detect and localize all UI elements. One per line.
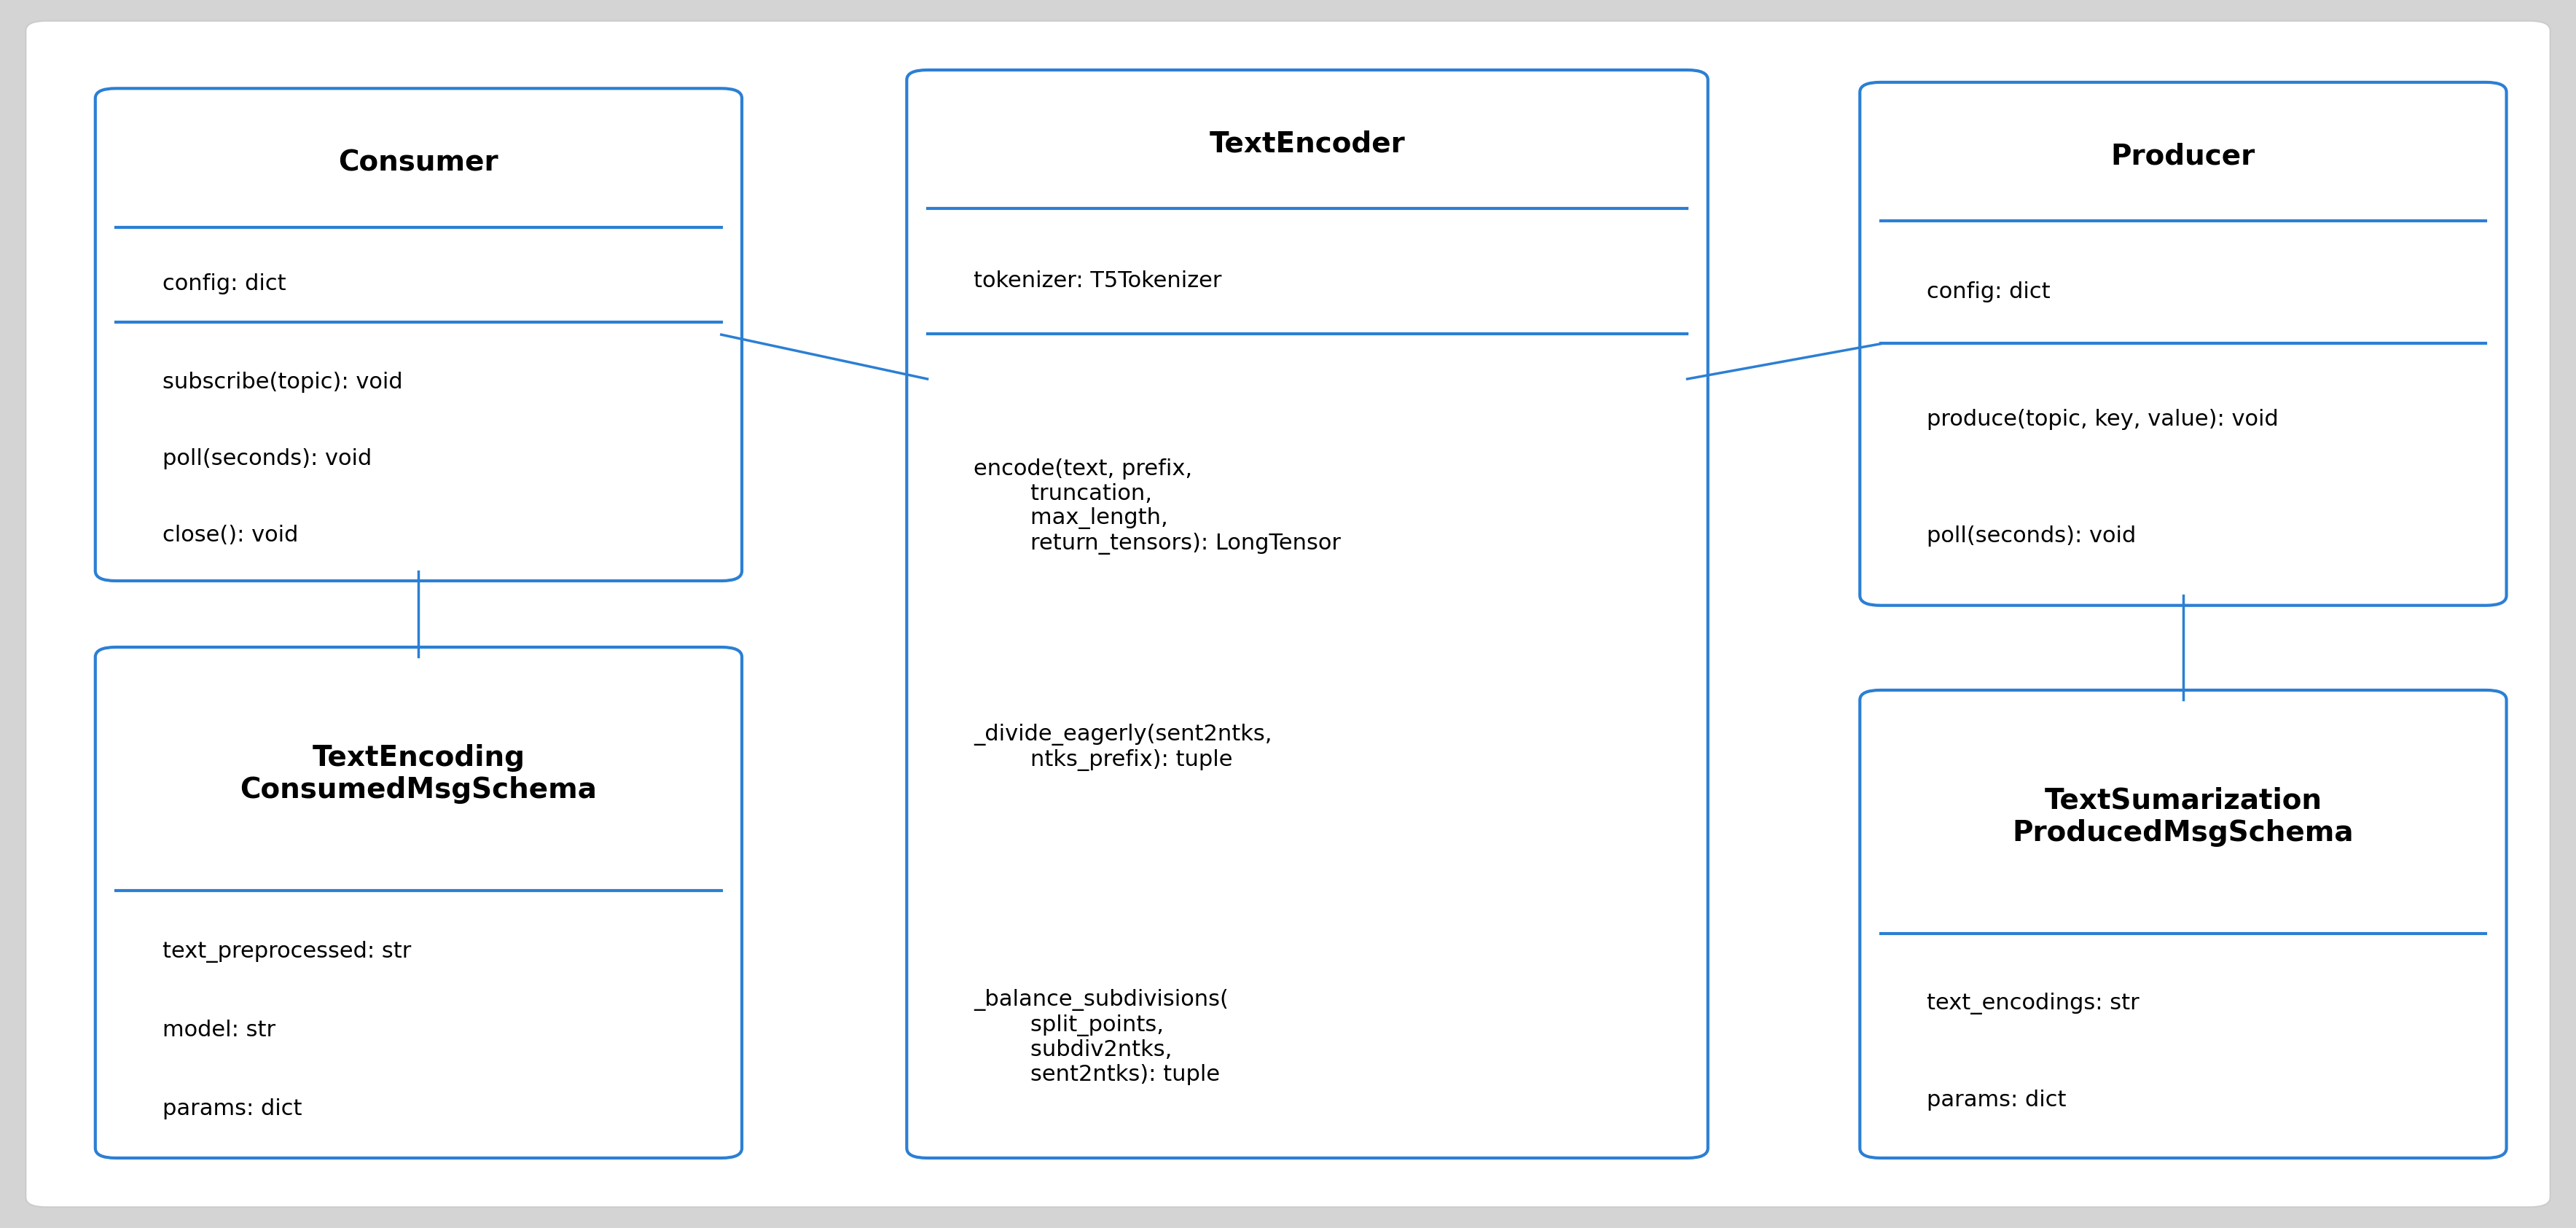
FancyBboxPatch shape bbox=[26, 21, 2550, 1207]
Text: params: dict: params: dict bbox=[1927, 1089, 2066, 1110]
FancyBboxPatch shape bbox=[95, 88, 742, 581]
FancyBboxPatch shape bbox=[1860, 690, 2506, 1158]
Text: TextEncoding
ConsumedMsgSchema: TextEncoding ConsumedMsgSchema bbox=[240, 744, 598, 803]
FancyBboxPatch shape bbox=[46, 31, 2530, 1197]
FancyBboxPatch shape bbox=[95, 647, 742, 1158]
Text: config: dict: config: dict bbox=[162, 274, 286, 295]
Text: encode(text, prefix,
        truncation,
        max_length,
        return_tens: encode(text, prefix, truncation, max_len… bbox=[974, 458, 1342, 555]
Text: subscribe(topic): void: subscribe(topic): void bbox=[162, 372, 402, 393]
Text: TextEncoder: TextEncoder bbox=[1208, 130, 1406, 158]
Text: _balance_subdivisions(
        split_points,
        subdiv2ntks,
        sent2n: _balance_subdivisions( split_points, sub… bbox=[974, 989, 1229, 1086]
Text: config: dict: config: dict bbox=[1927, 281, 2050, 302]
Text: text_preprocessed: str: text_preprocessed: str bbox=[162, 941, 412, 963]
Text: _divide_eagerly(sent2ntks,
        ntks_prefix): tuple: _divide_eagerly(sent2ntks, ntks_prefix):… bbox=[974, 723, 1273, 771]
Text: poll(seconds): void: poll(seconds): void bbox=[1927, 526, 2136, 546]
Text: Consumer: Consumer bbox=[337, 149, 500, 177]
Text: close(): void: close(): void bbox=[162, 526, 299, 546]
Text: text_encodings: str: text_encodings: str bbox=[1927, 992, 2141, 1014]
Text: produce(topic, key, value): void: produce(topic, key, value): void bbox=[1927, 409, 2280, 430]
Text: model: str: model: str bbox=[162, 1019, 276, 1041]
FancyBboxPatch shape bbox=[1860, 82, 2506, 605]
Text: Producer: Producer bbox=[2110, 142, 2257, 171]
FancyBboxPatch shape bbox=[907, 70, 1708, 1158]
Text: tokenizer: T5Tokenizer: tokenizer: T5Tokenizer bbox=[974, 270, 1221, 291]
Text: TextSumarization
ProducedMsgSchema: TextSumarization ProducedMsgSchema bbox=[2012, 787, 2354, 846]
Text: params: dict: params: dict bbox=[162, 1098, 301, 1120]
Text: poll(seconds): void: poll(seconds): void bbox=[162, 448, 371, 469]
